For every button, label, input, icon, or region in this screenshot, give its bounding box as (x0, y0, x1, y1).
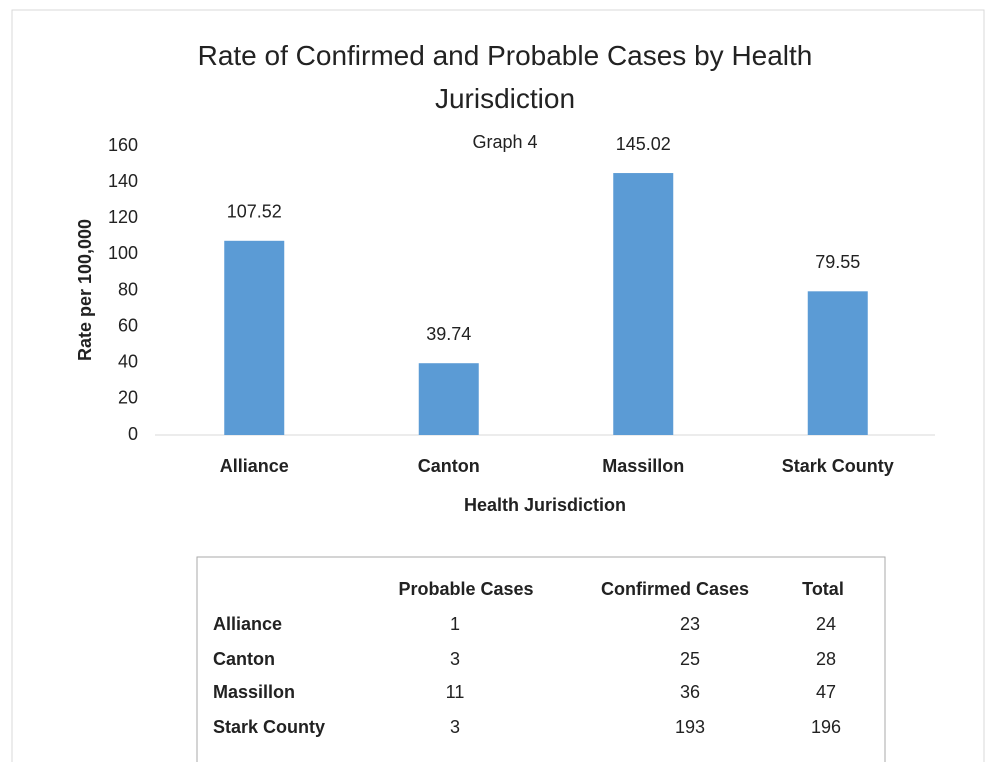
row-label: Stark County (213, 717, 325, 737)
bar (418, 363, 479, 435)
bar (807, 291, 868, 435)
data-label: 79.55 (815, 252, 860, 272)
chart-subtitle: Graph 4 (472, 132, 537, 152)
table-cell: 23 (680, 614, 700, 634)
bar (613, 173, 674, 436)
x-tick-label: Massillon (602, 456, 684, 476)
bar (224, 240, 285, 435)
y-tick-label: 40 (118, 352, 138, 372)
data-label: 39.74 (426, 324, 471, 344)
y-tick-label: 160 (108, 135, 138, 155)
table-cell: 193 (675, 717, 705, 737)
x-tick-label: Canton (418, 456, 480, 476)
y-tick-label: 80 (118, 279, 138, 299)
data-label: 107.52 (227, 202, 282, 222)
y-tick-label: 120 (108, 207, 138, 227)
row-label: Massillon (213, 682, 295, 702)
table-cell: 11 (446, 682, 465, 702)
table-header: Total (802, 579, 844, 599)
table-cell: 3 (450, 649, 460, 669)
table-header: Confirmed Cases (601, 579, 749, 599)
x-tick-label: Alliance (220, 456, 289, 476)
y-axis-title: Rate per 100,000 (75, 219, 95, 361)
y-tick-label: 20 (118, 388, 138, 408)
table-cell: 47 (816, 682, 836, 702)
row-label: Canton (213, 649, 275, 669)
table-cell: 24 (816, 614, 836, 634)
table-cell: 25 (680, 649, 700, 669)
x-axis-title: Health Jurisdiction (464, 495, 626, 515)
row-label: Alliance (213, 614, 282, 634)
data-label: 145.02 (616, 134, 671, 154)
table-header: Probable Cases (398, 579, 533, 599)
table-cell: 28 (816, 649, 836, 669)
table-border (196, 556, 886, 762)
y-tick-label: 0 (128, 424, 138, 444)
table-cell: 36 (680, 682, 700, 702)
y-tick-label: 140 (108, 171, 138, 191)
frame (11, 9, 985, 762)
chart-title: Rate of Confirmed and Probable Cases by … (197, 40, 813, 114)
table-cell: 1 (450, 614, 460, 634)
table-cell: 3 (450, 717, 460, 737)
x-tick-label: Stark County (782, 456, 894, 476)
y-tick-label: 100 (108, 243, 138, 263)
table-cell: 196 (811, 717, 841, 737)
y-tick-label: 60 (118, 315, 138, 335)
